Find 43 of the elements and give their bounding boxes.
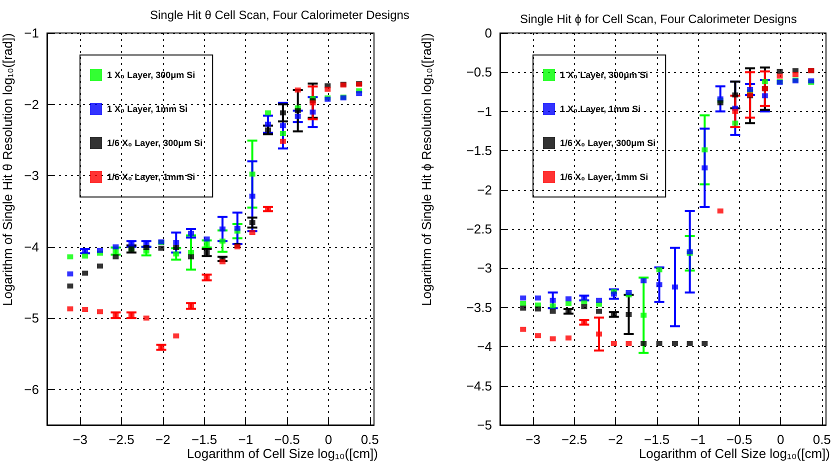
y-tick-label: −1 (24, 26, 39, 40)
y-tick-label: 0 (484, 26, 492, 40)
legend-label: 1/6 X₀ Layer, 300μm Si (107, 138, 203, 148)
y-axis-title: Logarithm of Single Hit θ Resolution log₁₀([rad]) (0, 33, 15, 308)
y-tick-label: −5 (24, 310, 39, 326)
y-tick-label: −2 (24, 96, 39, 112)
x-tick-label: −0.5 (726, 432, 752, 447)
x-tick-label: −2 (608, 432, 623, 447)
x-tick-label: −3 (526, 432, 540, 447)
x-tick-label: 0.5 (812, 432, 831, 447)
y-tick-label: −4.5 (466, 378, 492, 394)
y-tick-label: −4 (24, 239, 39, 254)
y-tick-label: −5 (477, 418, 492, 432)
x-tick-label: −3 (72, 432, 88, 447)
legend-label: 1 X₀ Layer, 1mm Si (107, 104, 188, 114)
y-tick-label: −1.5 (466, 143, 492, 158)
y-tick-label: −2.5 (466, 222, 492, 236)
y-axis-title: Logarithm of Single Hit ϕ Resolution log₁₀([rad]) (419, 33, 434, 308)
chart-title: Single Hit θ Cell Scan, Four Calorimeter Designs (150, 8, 410, 22)
x-tick-label: 0 (776, 432, 784, 447)
x-tick-label: −2 (155, 432, 170, 447)
x-tick-label: −2.5 (561, 432, 588, 447)
x-tick-label: −1 (238, 432, 254, 447)
x-tick-label: 0.5 (360, 432, 379, 447)
x-axis-title: Logarithm of Cell Size log₁₀([cm]) (638, 446, 830, 461)
y-tick-label: −1 (477, 104, 492, 119)
y-tick-label: −4 (477, 339, 492, 354)
y-tick-label: −3 (477, 260, 492, 276)
y-tick-label: −6 (24, 382, 39, 397)
y-tick-label: −3 (24, 168, 39, 184)
y-tick-label: −0.5 (466, 64, 492, 80)
x-tick-label: −1.5 (191, 432, 218, 447)
y-tick-label: −3.5 (466, 300, 492, 315)
legend-label: 1/6 X₀ Layer, 300μm Si (560, 138, 656, 148)
x-tick-label: 0 (324, 432, 332, 447)
legend-label: 1/6 X₀ Layer, 1mm Si (560, 172, 648, 182)
x-tick-label: −1 (690, 432, 706, 447)
x-tick-label: −2.5 (108, 432, 134, 447)
x-tick-label: −0.5 (274, 432, 300, 447)
chart-title: Single Hit ϕ for Cell Scan, Four Calorimeter Designs (520, 12, 797, 26)
x-axis-title: Logarithm of Cell Size log₁₀([cm]) (186, 446, 378, 461)
x-tick-label: −1.5 (644, 432, 670, 447)
y-tick-label: −2 (477, 182, 492, 198)
